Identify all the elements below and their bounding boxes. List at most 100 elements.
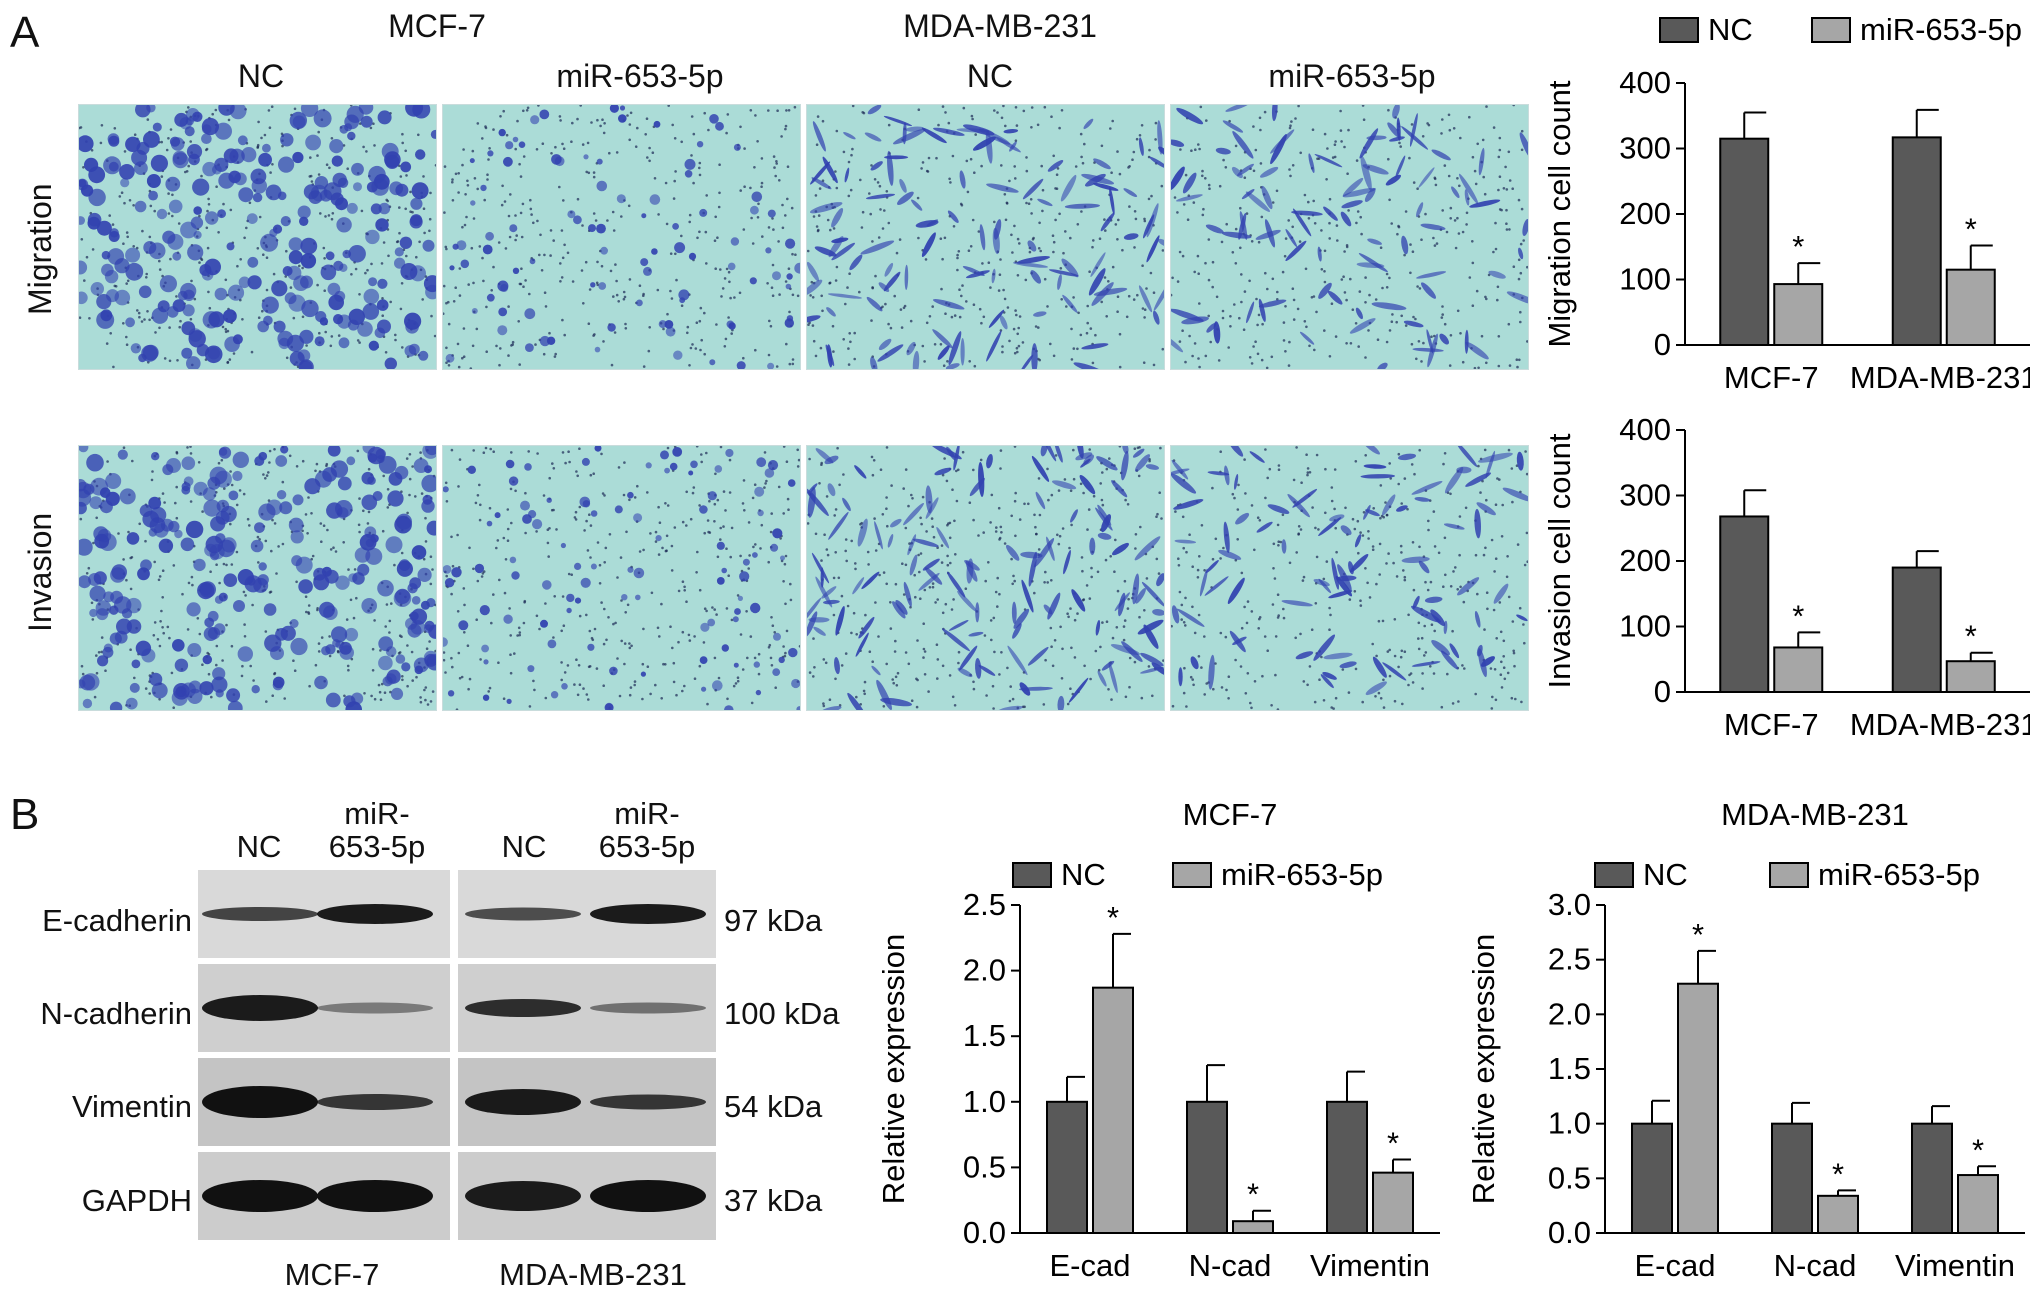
stained-cell bbox=[524, 308, 536, 320]
stained-cell bbox=[1485, 450, 1496, 479]
pore-dot bbox=[235, 503, 239, 507]
pore-dot bbox=[931, 305, 934, 308]
pore-dot bbox=[1265, 366, 1269, 369]
pore-dot bbox=[863, 680, 867, 684]
pore-dot bbox=[206, 246, 210, 250]
pore-dot bbox=[1091, 361, 1095, 365]
pore-dot bbox=[330, 335, 334, 338]
pore-dot bbox=[1002, 105, 1005, 108]
bar bbox=[1092, 986, 1134, 1234]
pore-dot bbox=[946, 523, 949, 527]
pore-dot bbox=[1207, 314, 1210, 318]
pore-dot bbox=[425, 647, 429, 650]
pore-dot bbox=[458, 267, 462, 270]
bar bbox=[1186, 1100, 1228, 1234]
pore-dot bbox=[649, 532, 652, 535]
stained-cell bbox=[408, 343, 420, 355]
stained-cell bbox=[1441, 650, 1459, 670]
pore-dot bbox=[1114, 223, 1118, 226]
pore-dot bbox=[484, 126, 488, 130]
pore-dot bbox=[1107, 280, 1110, 283]
pore-dot bbox=[1152, 291, 1156, 294]
pore-dot bbox=[651, 151, 655, 154]
stained-cell bbox=[190, 216, 204, 229]
pore-dot bbox=[1397, 482, 1400, 486]
pore-dot bbox=[1300, 481, 1303, 484]
stained-cell bbox=[485, 231, 494, 241]
pore-dot bbox=[486, 178, 489, 181]
stained-cell bbox=[228, 490, 239, 501]
pore-dot bbox=[1347, 128, 1350, 132]
stained-cell bbox=[857, 518, 868, 547]
pore-dot bbox=[122, 558, 125, 561]
pore-dot bbox=[1417, 647, 1421, 651]
pore-dot bbox=[128, 199, 132, 202]
pore-dot bbox=[630, 644, 633, 648]
pore-dot bbox=[698, 161, 702, 165]
pore-dot bbox=[1061, 647, 1064, 651]
pore-dot bbox=[1154, 138, 1157, 141]
pore-dot bbox=[1250, 610, 1254, 613]
stained-cell bbox=[1096, 456, 1118, 471]
pore-dot bbox=[705, 451, 708, 455]
pore-dot bbox=[748, 554, 751, 557]
y-tick-label: 1.5 bbox=[963, 1018, 1006, 1053]
pore-dot bbox=[1010, 233, 1013, 237]
pore-dot bbox=[1057, 542, 1061, 546]
pore-dot bbox=[791, 358, 795, 361]
pore-dot bbox=[1069, 236, 1072, 240]
pore-dot bbox=[675, 278, 678, 282]
pore-dot bbox=[838, 704, 842, 707]
pore-dot bbox=[924, 258, 928, 261]
pore-dot bbox=[1355, 159, 1359, 162]
stained-cell bbox=[377, 278, 388, 289]
stained-cell bbox=[1140, 652, 1164, 667]
pore-dot bbox=[1303, 193, 1307, 197]
pore-dot bbox=[1364, 276, 1367, 279]
pore-dot bbox=[1070, 358, 1074, 361]
pore-dot bbox=[881, 513, 885, 516]
legend-label: NC bbox=[1708, 12, 1753, 47]
pore-dot bbox=[649, 692, 652, 696]
pore-dot bbox=[925, 530, 928, 533]
stained-cell bbox=[999, 315, 1008, 330]
pore-dot bbox=[434, 649, 436, 653]
stained-cell bbox=[226, 688, 241, 703]
pore-dot bbox=[1012, 327, 1016, 331]
pore-dot bbox=[952, 598, 955, 601]
pore-dot bbox=[524, 279, 527, 282]
pore-dot bbox=[1344, 506, 1347, 510]
pore-dot bbox=[328, 654, 332, 658]
stained-cell bbox=[1003, 129, 1019, 134]
pore-dot bbox=[673, 137, 677, 140]
pore-dot bbox=[944, 312, 947, 315]
stained-cell bbox=[241, 147, 257, 163]
pore-dot bbox=[482, 570, 486, 573]
pore-dot bbox=[1332, 707, 1335, 710]
pore-dot bbox=[248, 524, 251, 527]
pore-dot bbox=[1041, 209, 1044, 213]
pore-dot bbox=[868, 650, 872, 653]
stained-cell bbox=[1176, 608, 1205, 627]
pore-dot bbox=[481, 572, 485, 575]
pore-dot bbox=[1082, 491, 1085, 495]
pore-dot bbox=[1211, 285, 1214, 289]
pore-dot bbox=[705, 194, 708, 197]
stained-cell bbox=[125, 136, 141, 152]
stained-cell bbox=[1320, 674, 1334, 689]
stained-cell bbox=[373, 173, 390, 190]
pore-dot bbox=[209, 570, 212, 573]
stained-cell bbox=[937, 345, 950, 360]
stained-cell bbox=[443, 565, 452, 574]
pore-dot bbox=[727, 270, 731, 274]
pore-dot bbox=[1495, 637, 1498, 640]
pore-dot bbox=[522, 155, 526, 158]
stained-cell bbox=[1389, 136, 1405, 142]
pore-dot bbox=[958, 315, 962, 319]
pore-dot bbox=[317, 173, 321, 176]
pore-dot bbox=[1069, 607, 1072, 610]
pore-dot bbox=[1147, 665, 1151, 668]
stained-cell bbox=[550, 691, 559, 699]
pore-dot bbox=[770, 286, 774, 289]
pore-dot bbox=[566, 664, 570, 667]
